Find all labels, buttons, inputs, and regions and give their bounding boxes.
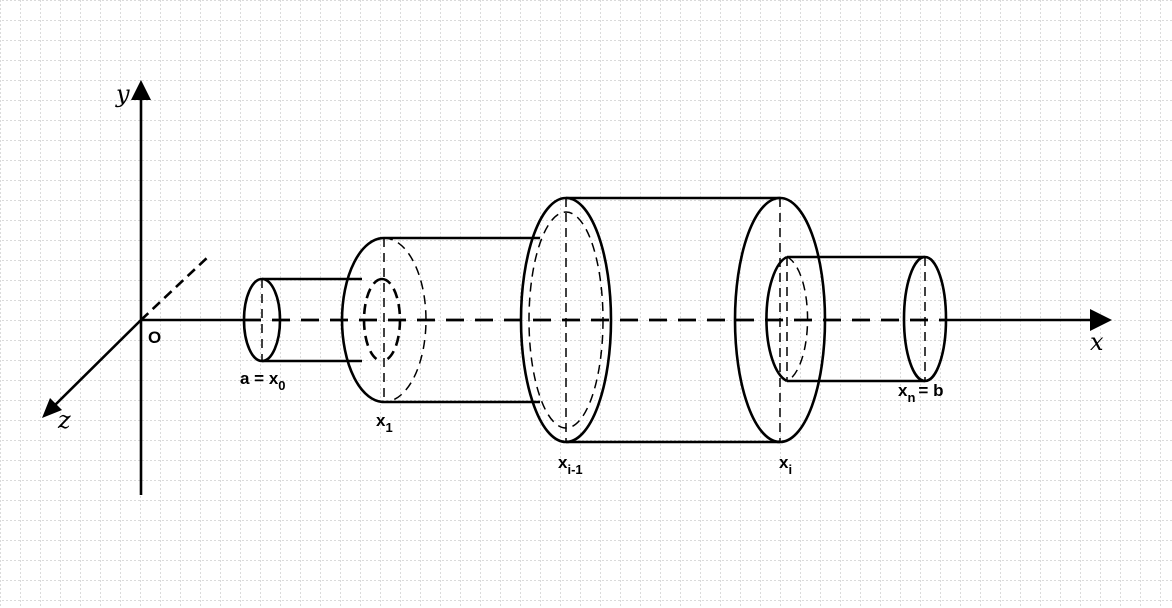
disk-n-left-face-back (786, 256, 809, 382)
point-label-x1: x1 (376, 411, 393, 435)
disk-1-right-face-hidden (381, 277, 402, 363)
origin-label: O (148, 328, 161, 347)
z-axis-label: z (57, 406, 71, 434)
disk-2-left-face-back (383, 237, 427, 403)
axes (42, 80, 1112, 495)
z-axis-arrowhead (42, 398, 62, 418)
disk-2-left-face-front (340, 236, 385, 404)
point-label-xn: xn = b (898, 381, 943, 405)
disk-2 (340, 236, 540, 404)
disk-i (519, 196, 827, 444)
point-label-x0: a = x0 (240, 369, 286, 393)
point-label-xi: xi (779, 453, 792, 477)
point-label-xi-1: xi-1 (558, 453, 583, 477)
disk-1-right-face-back (362, 277, 383, 363)
x-axis-label: x (1090, 328, 1104, 356)
disk-1 (242, 277, 402, 363)
y-axis-arrowhead (131, 80, 151, 100)
z-axis (51, 319, 142, 409)
disk-n (765, 255, 948, 383)
disk-n-left-face-front (765, 255, 788, 383)
x-axis-arrowhead (1090, 309, 1112, 331)
y-axis-label: y (115, 80, 130, 108)
